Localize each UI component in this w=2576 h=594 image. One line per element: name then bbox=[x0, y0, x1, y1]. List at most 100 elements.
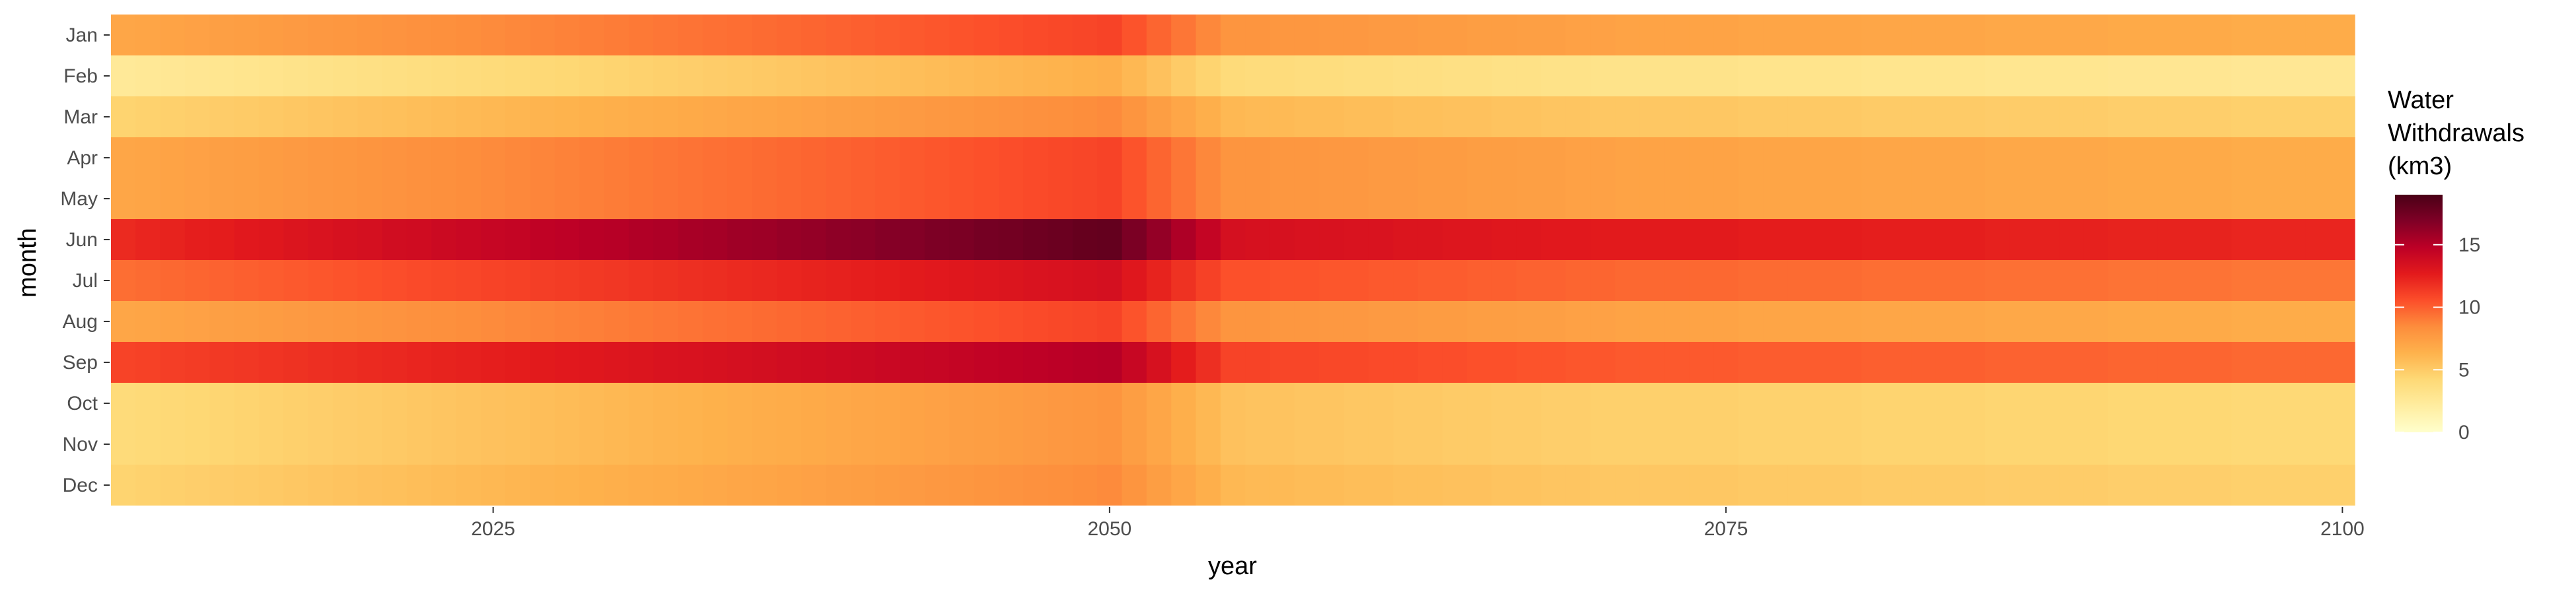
heatmap-cell bbox=[1146, 342, 1172, 383]
heatmap-cell bbox=[332, 55, 358, 96]
heatmap-cell bbox=[2009, 342, 2035, 383]
heatmap-cell bbox=[1220, 260, 1246, 301]
heatmap-cell bbox=[2207, 260, 2232, 301]
heatmap-cell bbox=[2182, 424, 2207, 465]
heatmap-cell bbox=[1270, 96, 1295, 137]
heatmap-cell bbox=[1072, 178, 1098, 219]
heatmap-cell bbox=[924, 15, 950, 55]
heatmap-cell bbox=[801, 260, 827, 301]
heatmap-cell bbox=[1343, 219, 1369, 260]
heatmap-cell bbox=[1319, 178, 1345, 219]
heatmap-cell bbox=[2207, 424, 2232, 465]
heatmap-cell bbox=[456, 301, 482, 342]
heatmap-cell bbox=[776, 260, 802, 301]
heatmap-cell bbox=[480, 219, 506, 260]
heatmap-cell bbox=[727, 15, 753, 55]
heatmap-cell bbox=[801, 219, 827, 260]
heatmap-cell bbox=[604, 15, 629, 55]
heatmap-cell bbox=[2059, 465, 2084, 506]
heatmap-cell bbox=[1343, 301, 1369, 342]
heatmap-cell bbox=[1985, 301, 2010, 342]
heatmap-cell bbox=[1097, 342, 1123, 383]
heatmap-cell bbox=[1097, 219, 1123, 260]
heatmap-cell bbox=[2034, 96, 2059, 137]
legend-title-line-3: (km3) bbox=[2388, 152, 2452, 180]
heatmap-cell bbox=[1861, 465, 1887, 506]
heatmap-cell bbox=[2157, 260, 2183, 301]
heatmap-cell bbox=[1565, 178, 1591, 219]
heatmap-cell bbox=[1960, 137, 1986, 178]
heatmap-cell bbox=[234, 301, 260, 342]
heatmap-cell bbox=[2009, 424, 2035, 465]
heatmap-cell bbox=[801, 342, 827, 383]
heatmap-cell bbox=[2207, 383, 2232, 424]
heatmap-cell bbox=[974, 260, 999, 301]
legend-title-line-1: Water bbox=[2388, 86, 2454, 114]
heatmap-cell bbox=[776, 424, 802, 465]
heatmap-cell bbox=[2256, 15, 2281, 55]
heatmap-cell bbox=[1541, 342, 1567, 383]
heatmap-cell bbox=[2083, 301, 2109, 342]
heatmap-cell bbox=[1738, 383, 1764, 424]
heatmap-cell bbox=[974, 55, 999, 96]
heatmap-cell bbox=[653, 301, 679, 342]
heatmap-cell bbox=[1442, 342, 1468, 383]
heatmap-cell bbox=[628, 301, 654, 342]
heatmap-cell bbox=[1023, 55, 1049, 96]
heatmap-cell bbox=[2256, 55, 2281, 96]
heatmap-cell bbox=[160, 55, 186, 96]
heatmap-cell bbox=[1442, 96, 1468, 137]
heatmap-cell bbox=[579, 96, 605, 137]
heatmap-cell bbox=[1664, 55, 1690, 96]
heatmap-cell bbox=[308, 15, 334, 55]
heatmap-cell bbox=[184, 15, 210, 55]
heatmap-cell bbox=[135, 55, 161, 96]
heatmap-cell bbox=[1072, 96, 1098, 137]
heatmap-cell bbox=[1615, 55, 1641, 96]
heatmap-cell bbox=[2281, 219, 2306, 260]
heatmap-cell bbox=[135, 383, 161, 424]
heatmap-cell bbox=[1812, 15, 1838, 55]
heatmap-cell bbox=[357, 178, 383, 219]
heatmap-cell bbox=[900, 178, 925, 219]
heatmap-cell bbox=[2009, 96, 2035, 137]
heatmap-cell bbox=[1319, 55, 1345, 96]
heatmap-cell bbox=[431, 342, 457, 383]
heatmap-cell bbox=[1985, 15, 2010, 55]
heatmap-cell bbox=[209, 15, 235, 55]
heatmap-cell bbox=[1319, 465, 1345, 506]
heatmap-cell bbox=[727, 301, 753, 342]
heatmap-cell bbox=[2305, 260, 2331, 301]
heatmap-cell bbox=[1196, 342, 1221, 383]
heatmap-cell bbox=[1738, 342, 1764, 383]
heatmap-cell bbox=[1738, 219, 1764, 260]
heatmap-cell bbox=[406, 424, 432, 465]
heatmap-cell bbox=[678, 424, 703, 465]
heatmap-cell bbox=[1639, 260, 1665, 301]
heatmap-cell bbox=[850, 137, 876, 178]
heatmap-cell bbox=[1343, 55, 1369, 96]
heatmap-cell bbox=[234, 383, 260, 424]
y-tick-label: Jun bbox=[66, 229, 98, 251]
heatmap-cell bbox=[949, 465, 975, 506]
heatmap-cell bbox=[1171, 424, 1197, 465]
heatmap-cell bbox=[702, 465, 728, 506]
heatmap-cell bbox=[357, 260, 383, 301]
heatmap-cell bbox=[2133, 260, 2158, 301]
heatmap-cell bbox=[2207, 342, 2232, 383]
heatmap-cell bbox=[1837, 383, 1863, 424]
heatmap-cell bbox=[1294, 465, 1320, 506]
heatmap-cell bbox=[974, 178, 999, 219]
heatmap-cell bbox=[184, 260, 210, 301]
heatmap-cell bbox=[1985, 96, 2010, 137]
heatmap-cell bbox=[727, 342, 753, 383]
heatmap-cell bbox=[456, 137, 482, 178]
heatmap-cell bbox=[2256, 342, 2281, 383]
heatmap-cell bbox=[628, 55, 654, 96]
heatmap-cell bbox=[850, 55, 876, 96]
heatmap-cell bbox=[974, 465, 999, 506]
heatmap-cell bbox=[900, 424, 925, 465]
heatmap-cell bbox=[1935, 96, 1961, 137]
heatmap-cell bbox=[1122, 137, 1147, 178]
heatmap-cell bbox=[1615, 424, 1641, 465]
